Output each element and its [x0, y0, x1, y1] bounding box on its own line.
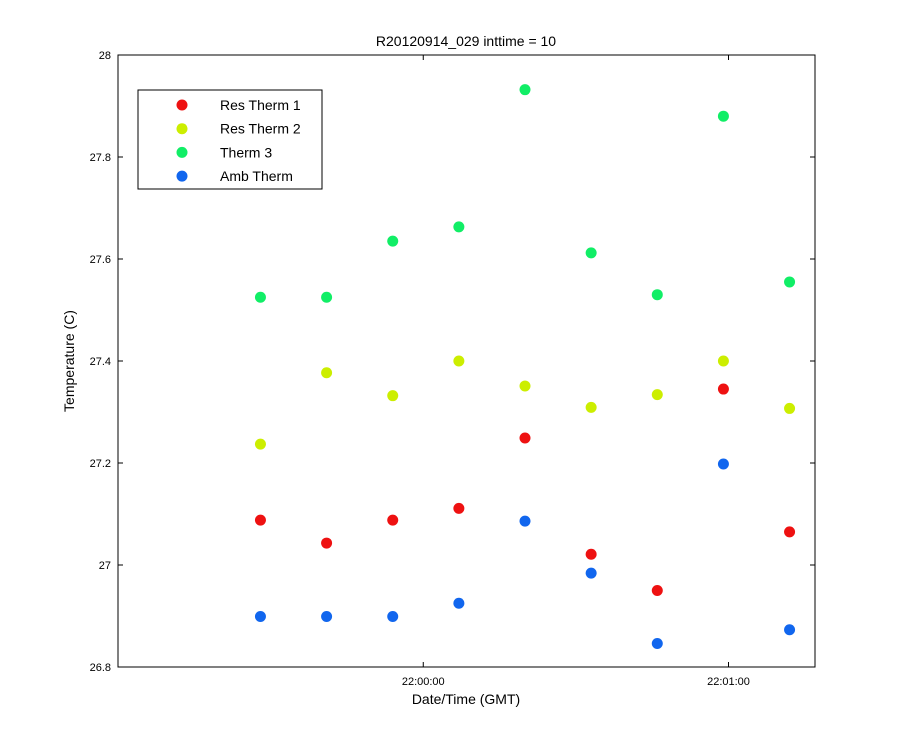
x-axis-label: Date/Time (GMT): [412, 691, 520, 707]
x-tick-label: 22:01:00: [707, 676, 750, 688]
data-point: [585, 247, 597, 259]
data-point: [784, 526, 796, 538]
series-2: [254, 355, 796, 450]
legend-label: Res Therm 1: [220, 97, 301, 113]
data-point: [254, 514, 266, 526]
data-point: [387, 514, 399, 526]
data-point: [254, 438, 266, 450]
legend: Res Therm 1 Res Therm 2 Therm 3 Amb Therm: [137, 89, 323, 190]
y-tick-label: 27.6: [90, 254, 111, 266]
data-point: [519, 84, 531, 96]
legend-marker: [176, 99, 188, 111]
data-point: [519, 515, 531, 527]
y-tick-label: 28: [99, 50, 111, 62]
data-point: [254, 611, 266, 623]
series-3: [254, 84, 796, 303]
data-point: [321, 611, 333, 623]
data-point: [321, 367, 333, 379]
y-tick-label: 27.4: [90, 356, 111, 368]
data-point: [254, 291, 266, 303]
data-point: [784, 276, 796, 288]
data-point: [651, 638, 663, 650]
data-point: [453, 597, 465, 609]
legend-box: [137, 89, 323, 190]
x-tick-label: 22:00:00: [402, 676, 445, 688]
data-point: [453, 355, 465, 367]
data-point: [784, 402, 796, 414]
data-point: [321, 537, 333, 549]
legend-label: Amb Therm: [220, 168, 293, 184]
data-point: [717, 383, 729, 395]
legend-marker: [176, 170, 188, 182]
data-point: [453, 221, 465, 233]
y-axis-ticks: 26.8 27 27.2 27.4 27.6 27.8 28: [90, 50, 815, 674]
data-points: [254, 84, 796, 650]
data-point: [651, 289, 663, 301]
data-point: [717, 355, 729, 367]
y-axis-label: Temperature (C): [61, 310, 77, 412]
data-point: [453, 502, 465, 514]
chart-title: R20120914_029 inttime = 10: [376, 33, 556, 49]
y-tick-label: 27.2: [90, 458, 111, 470]
series-4: [254, 458, 796, 650]
data-point: [387, 611, 399, 623]
legend-marker: [176, 146, 188, 158]
data-point: [717, 458, 729, 470]
data-point: [321, 291, 333, 303]
data-point: [585, 401, 597, 413]
x-axis-ticks: 22:00:00 22:01:00: [402, 55, 750, 688]
data-point: [387, 235, 399, 247]
legend-marker: [176, 123, 188, 135]
data-point: [784, 624, 796, 636]
data-point: [519, 432, 531, 444]
data-point: [717, 110, 729, 122]
data-point: [651, 389, 663, 401]
data-point: [585, 548, 597, 560]
data-point: [585, 567, 597, 579]
legend-label: Therm 3: [220, 144, 272, 160]
data-point: [519, 380, 531, 392]
y-tick-label: 27.8: [90, 152, 111, 164]
y-tick-label: 27: [99, 560, 111, 572]
data-point: [387, 390, 399, 402]
series-1: [254, 383, 796, 596]
legend-label: Res Therm 2: [220, 121, 301, 137]
data-point: [651, 585, 663, 596]
y-tick-label: 26.8: [90, 662, 111, 674]
